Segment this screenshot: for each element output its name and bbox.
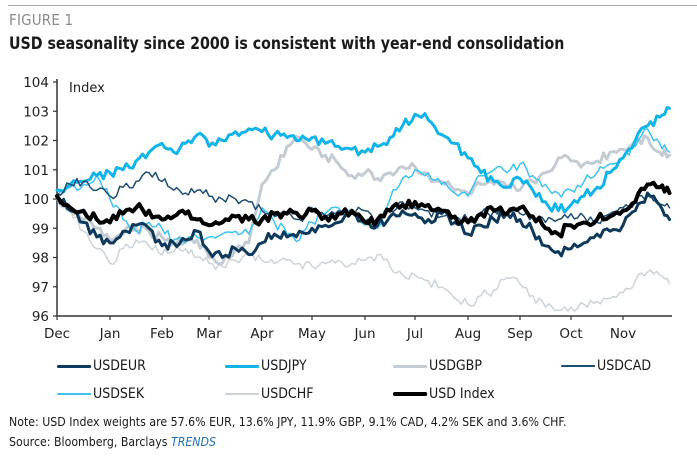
y-tick-label: 102 bbox=[23, 134, 49, 150]
series-line-usdsek bbox=[56, 128, 671, 244]
y-axis-unit-label: Index bbox=[69, 81, 105, 96]
chart-note: Note: USD Index weights are 57.6% EUR, 1… bbox=[9, 414, 567, 429]
legend-label: USDCHF bbox=[261, 386, 314, 402]
x-tick-label: Jan bbox=[99, 326, 121, 342]
y-tick-label: 96 bbox=[32, 309, 49, 325]
y-tick-label: 103 bbox=[23, 104, 49, 120]
legend-swatch bbox=[225, 393, 260, 395]
y-tick-label: 97 bbox=[32, 280, 49, 296]
x-tick-label: Nov bbox=[610, 326, 636, 342]
legend-item-usdgbp: USDGBP bbox=[393, 358, 482, 374]
legend-swatch bbox=[561, 365, 596, 367]
x-tick-label: Jun bbox=[353, 326, 375, 342]
legend-item-usd-index: USD Index bbox=[393, 386, 495, 402]
legend-label: USDSEK bbox=[93, 386, 145, 402]
axes: 96 97 98 99 100 101 102 103 104 Dec Jan Feb Mar Apr Ma… bbox=[23, 75, 672, 342]
legend-swatch bbox=[57, 393, 92, 395]
legend-item-usdeur: USDEUR bbox=[57, 358, 146, 374]
y-tick-label: 104 bbox=[23, 75, 49, 91]
y-tick-label: 99 bbox=[32, 221, 49, 237]
figure-label: FIGURE 1 bbox=[9, 11, 74, 29]
x-tick-label: Dec bbox=[44, 326, 70, 342]
source-text: Source: Bloomberg, Barclays bbox=[9, 434, 171, 449]
legend-swatch bbox=[393, 392, 428, 396]
y-tick-label: 100 bbox=[23, 192, 49, 208]
x-tick-label: May bbox=[298, 326, 326, 342]
x-tick-label: Aug bbox=[455, 326, 481, 342]
x-tick-label: Oct bbox=[559, 326, 582, 342]
series-line-usdchf bbox=[56, 198, 671, 312]
legend-item-usdsek: USDSEK bbox=[57, 386, 144, 402]
series-line-usdjpy bbox=[55, 106, 671, 214]
line-chart: 96 97 98 99 100 101 102 103 104 Dec Jan Feb Mar Apr Ma… bbox=[23, 75, 672, 342]
x-tick-label: Sep bbox=[507, 326, 532, 342]
x-tick-label: Apr bbox=[250, 326, 274, 342]
series-layer bbox=[55, 106, 672, 312]
legend-swatch bbox=[57, 364, 92, 368]
legend-swatch bbox=[393, 364, 428, 368]
source-italic: TRENDS bbox=[170, 434, 216, 449]
legend-item-usdcad: USDCAD bbox=[561, 358, 651, 374]
series-line-usd-index bbox=[55, 180, 672, 239]
x-tick-label: Jul bbox=[406, 326, 423, 342]
series-line-usdgbp bbox=[55, 134, 671, 266]
legend-label: USDEUR bbox=[93, 358, 146, 374]
legend: USDEUR USDJPY USDGBP USDCAD USDSEK USDCHF USD … bbox=[0, 350, 697, 404]
x-tick-label: Feb bbox=[150, 326, 174, 342]
legend-swatch bbox=[225, 364, 260, 368]
legend-label: USDGBP bbox=[429, 358, 482, 374]
legend-label: USDJPY bbox=[261, 358, 307, 374]
top-rule bbox=[8, 5, 697, 6]
legend-label: USDCAD bbox=[597, 358, 652, 374]
chart-source: Source: Bloomberg, Barclays TRENDS bbox=[9, 434, 216, 449]
y-tick-label: 98 bbox=[32, 251, 49, 267]
legend-item-usdchf: USDCHF bbox=[225, 386, 313, 402]
legend-item-usdjpy: USDJPY bbox=[225, 358, 307, 374]
x-tick-label: Mar bbox=[196, 326, 222, 342]
series-line-usdcad bbox=[56, 171, 671, 225]
y-tick-label: 101 bbox=[23, 163, 49, 179]
legend-label: USD Index bbox=[429, 386, 495, 402]
chart-title: USD seasonality since 2000 is consistent… bbox=[9, 34, 565, 53]
